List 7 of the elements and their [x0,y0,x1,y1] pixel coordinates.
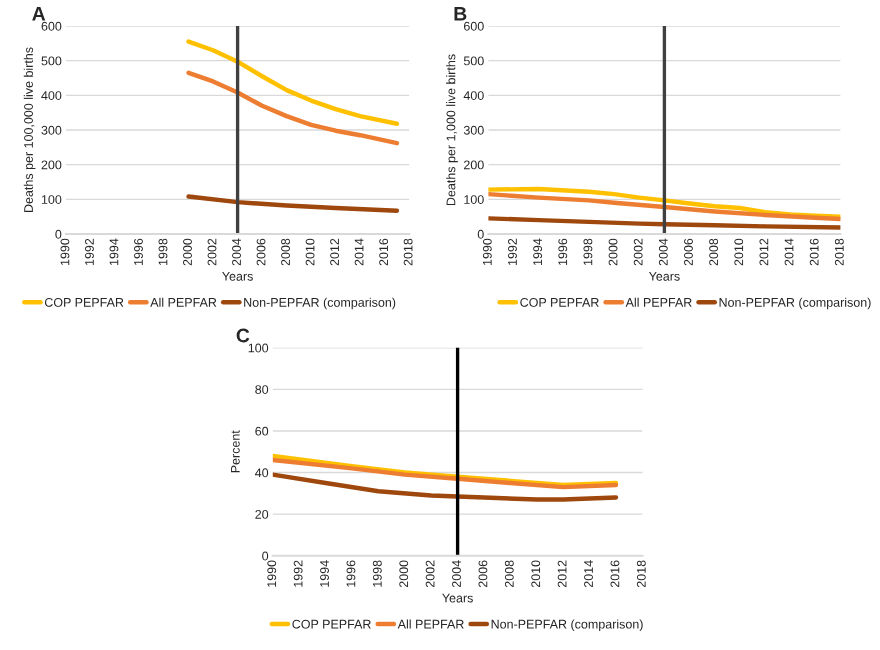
chart-title: B [454,7,467,21]
chart-title: A [32,7,46,21]
line-series [186,39,400,126]
line-series [186,70,400,146]
chart-title: C [236,328,250,343]
line-series [186,194,400,213]
line-series [272,472,619,502]
